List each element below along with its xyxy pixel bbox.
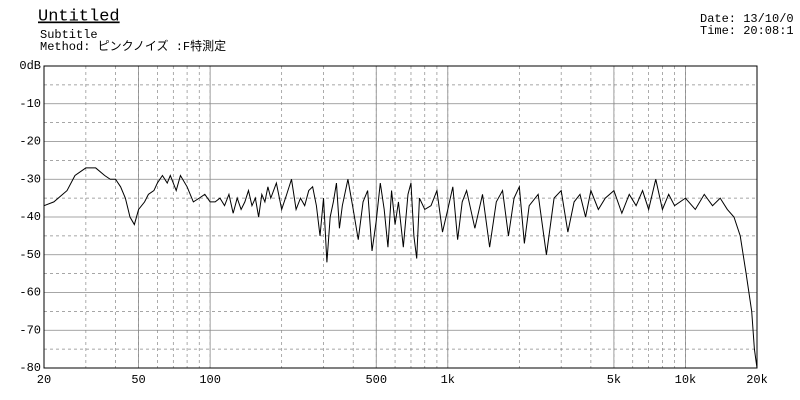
x-tick-label: 10k — [675, 373, 697, 387]
response-line — [43, 167, 758, 369]
x-tick-label: 50 — [131, 373, 145, 387]
plot-frame — [43, 65, 758, 369]
y-tick-label: -30 — [19, 172, 41, 186]
title: Untitled — [38, 7, 120, 26]
subtitle: Subtitle — [40, 28, 98, 42]
y-tick-label: -10 — [19, 97, 41, 111]
time: Time: 20:08:1 — [700, 24, 794, 38]
y-tick-label: -40 — [19, 210, 41, 224]
y-tick-label: -70 — [19, 323, 41, 337]
y-tick-label: -60 — [19, 286, 41, 300]
y-tick-label: -80 — [19, 361, 41, 375]
x-tick-label: 500 — [365, 373, 387, 387]
date: Date: 13/10/0 — [700, 12, 794, 26]
y-tick-label: 0dB — [19, 59, 41, 73]
y-tick-label: -50 — [19, 248, 41, 262]
x-tick-label: 5k — [607, 373, 621, 387]
x-tick-label: 1k — [441, 373, 455, 387]
y-tick-label: -20 — [19, 135, 41, 149]
x-tick-label: 100 — [199, 373, 221, 387]
x-tick-label: 20k — [746, 373, 768, 387]
x-tick-label: 20 — [37, 373, 51, 387]
method: Method: ピンクノイズ :F特測定 — [40, 38, 226, 54]
